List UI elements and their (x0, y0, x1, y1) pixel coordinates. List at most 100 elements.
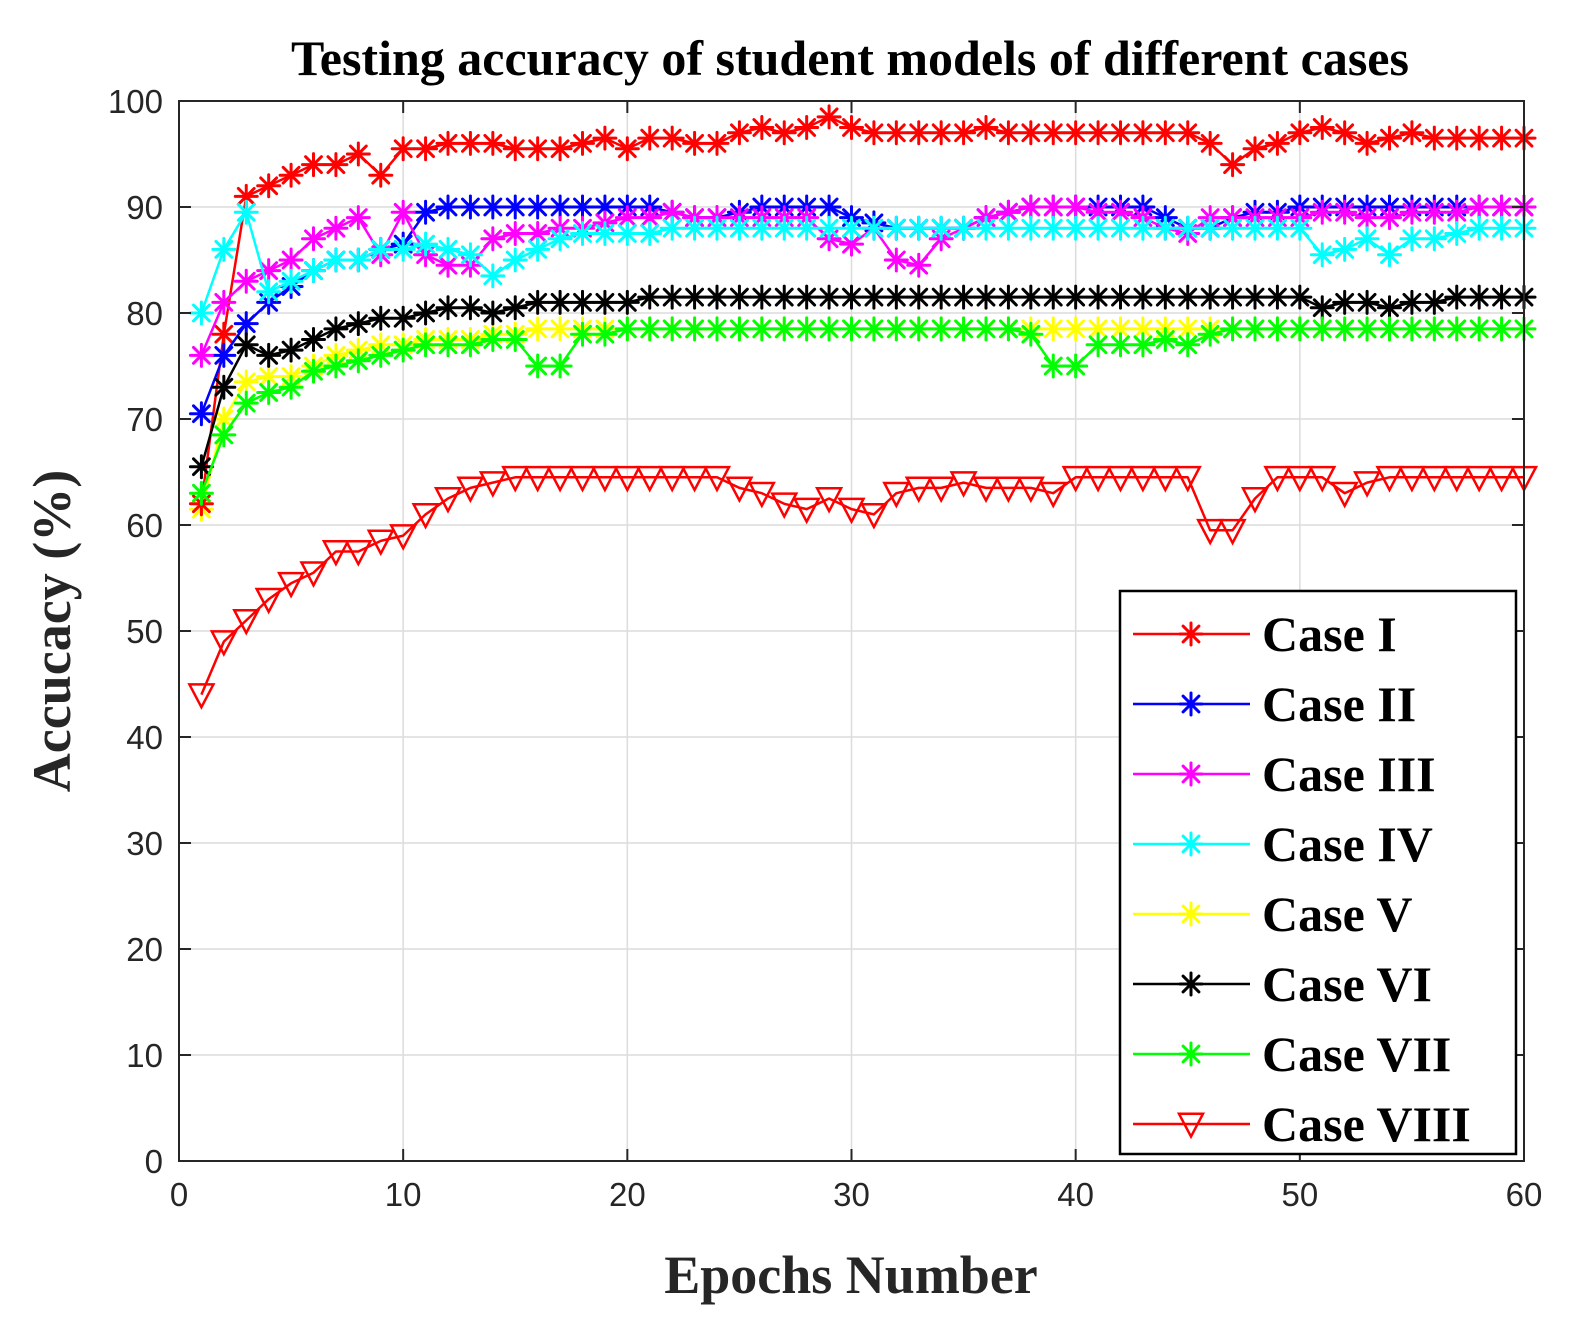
data-point-case-vii (1220, 316, 1246, 342)
data-point-case-vii (592, 321, 618, 347)
data-point-case-iv (1377, 242, 1402, 268)
data-point-case-vii (771, 316, 797, 342)
data-point-case-ii (525, 194, 551, 220)
data-point-case-i (413, 136, 439, 162)
data-point-case-viii (927, 476, 956, 504)
data-point-case-vii (390, 337, 416, 363)
data-point-case-i (1354, 130, 1380, 156)
data-point-case-iii (1354, 205, 1380, 231)
data-point-case-vi (435, 295, 461, 321)
data-point-case-vi (1197, 284, 1223, 310)
data-point-case-iv (1152, 215, 1178, 241)
data-point-case-i (256, 173, 282, 199)
data-point-case-vii (816, 316, 842, 342)
data-point-case-v (233, 369, 259, 395)
data-point-case-iv (1108, 215, 1133, 241)
data-point-case-viii (994, 476, 1023, 504)
data-point-case-viii (1016, 476, 1045, 504)
data-point-case-viii (456, 476, 485, 504)
data-point-case-iv (1309, 242, 1335, 268)
data-point-case-vi (256, 342, 282, 368)
data-point-case-i (1220, 152, 1246, 178)
data-point-case-i (906, 120, 932, 146)
data-point-case-viii (1263, 465, 1292, 493)
data-point-case-ii (457, 194, 483, 220)
legend-label: Case V (1262, 886, 1412, 942)
tick-labels: 0 10 20 30 40 50 60 0 10 20 30 40 50 60 70 80 90 100 (108, 83, 1542, 1213)
data-point-case-vii (1466, 316, 1492, 342)
data-point-case-vi (480, 300, 506, 326)
legend-item-case-vi: Case VI (1133, 956, 1432, 1012)
data-point-case-viii (1218, 518, 1247, 546)
data-point-case-vi (457, 295, 483, 321)
data-point-case-iv (1332, 236, 1358, 262)
legend-item-case-vii: Case VII (1133, 1026, 1451, 1082)
data-point-case-viii (299, 561, 328, 588)
data-point-case-i (1444, 125, 1470, 151)
legend-marker (1178, 761, 1204, 787)
data-point-case-i (704, 130, 730, 156)
y-tick-label: 100 (108, 83, 163, 120)
data-point-case-vi (1175, 284, 1201, 310)
data-point-case-i (1421, 125, 1447, 151)
data-point-case-vii (1108, 332, 1133, 358)
data-point-case-vi (614, 289, 640, 315)
data-point-case-iii (1399, 199, 1425, 225)
data-point-case-ii (233, 311, 259, 337)
data-point-case-iii (1489, 194, 1515, 220)
legend-label: Case II (1262, 676, 1416, 732)
data-point-case-iii (839, 231, 864, 257)
data-point-case-iv (682, 215, 708, 241)
data-point-case-vi (951, 284, 977, 310)
data-point-case-iii (435, 252, 461, 278)
data-point-case-viii (658, 465, 687, 493)
data-point-case-vii (928, 316, 954, 342)
data-point-case-iii (480, 226, 506, 252)
data-point-case-vi (816, 284, 842, 310)
data-point-case-iv (390, 236, 416, 262)
data-point-case-iii (995, 199, 1021, 225)
data-point-case-vii (570, 321, 595, 347)
data-point-case-iv (973, 215, 999, 241)
data-point-case-vi (704, 284, 730, 310)
data-point-case-i (211, 321, 237, 347)
data-point-case-iv (211, 236, 237, 262)
data-point-case-iv (1287, 215, 1313, 241)
legend-items: Case I Case II Case III Case IV Case V Case V… (1133, 606, 1471, 1152)
data-point-case-i (749, 115, 775, 140)
data-point-case-i (1085, 120, 1111, 146)
legend-item-case-iii: Case III (1133, 746, 1436, 802)
legend-item-case-ii: Case II (1133, 676, 1416, 732)
data-point-case-v (1108, 316, 1133, 342)
data-point-case-iv (368, 236, 394, 262)
data-point-case-viii (546, 465, 575, 493)
data-point-case-vi (839, 284, 864, 310)
data-point-case-viii (1039, 481, 1068, 509)
data-point-case-vi (726, 284, 752, 310)
data-point-case-i (794, 115, 820, 140)
data-point-case-i (771, 120, 797, 146)
data-point-case-i (1332, 120, 1358, 146)
data-point-case-vii (995, 316, 1021, 342)
data-point-case-i (592, 125, 618, 151)
data-point-case-iv (233, 199, 259, 225)
data-point-case-vii (973, 316, 999, 342)
data-point-case-vi (1354, 289, 1380, 315)
data-point-case-vi (906, 284, 932, 310)
data-point-case-vii (256, 380, 282, 405)
data-point-case-vii (682, 316, 708, 342)
data-point-case-i (301, 152, 326, 178)
data-point-case-i (951, 120, 977, 146)
y-axis-title: Accucacy (%) (22, 470, 82, 792)
data-point-case-viii (1397, 465, 1426, 493)
data-point-case-i (839, 115, 864, 140)
data-point-case-iv (1197, 215, 1223, 241)
data-point-case-i (1130, 120, 1156, 146)
data-point-case-vi (1040, 284, 1066, 310)
data-point-case-i (1309, 115, 1335, 140)
data-point-case-vii (1197, 321, 1223, 347)
data-point-case-iv (726, 215, 752, 241)
data-point-case-viii (971, 476, 1001, 504)
data-point-case-iii (1332, 199, 1358, 225)
